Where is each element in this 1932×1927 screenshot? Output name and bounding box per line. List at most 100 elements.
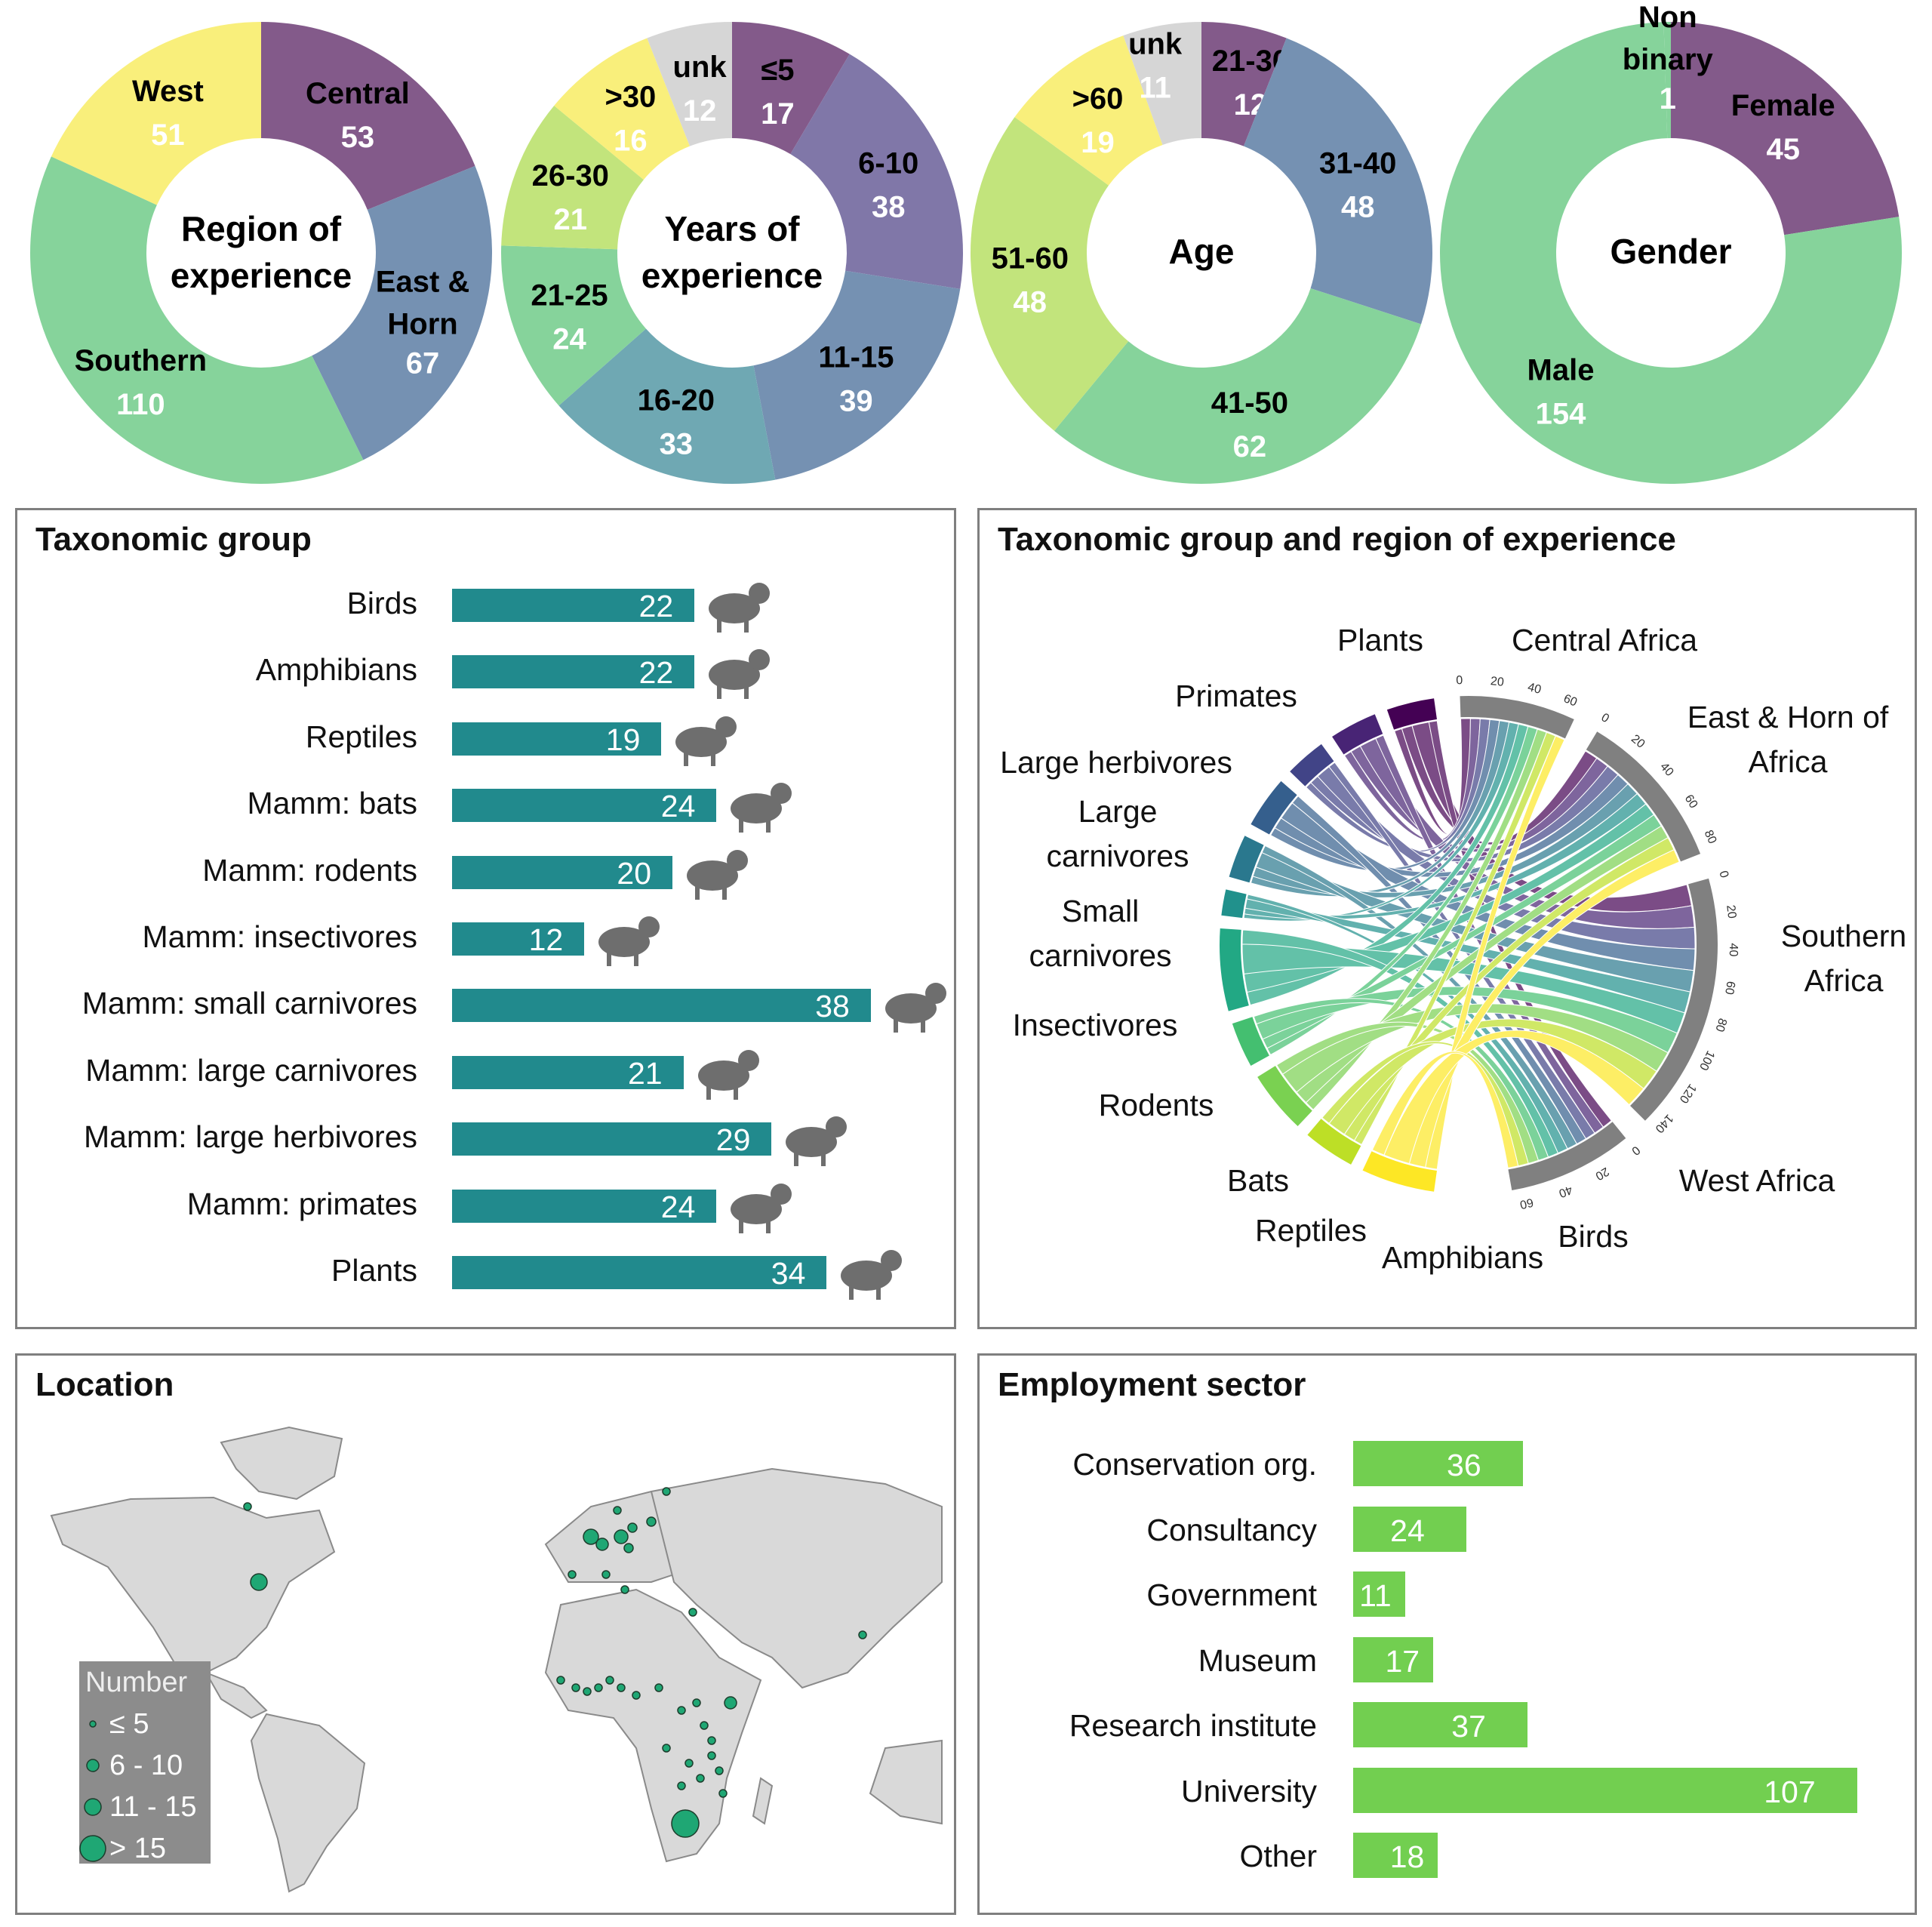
ribbon-plants (1383, 1030, 1644, 1165)
bar: 24 (1353, 1506, 1466, 1552)
plant-icon (841, 1250, 903, 1300)
ribbons (1241, 718, 1696, 1170)
region-arc-east-horn-of-africa (1586, 731, 1701, 862)
taxon-label: Insectivores (1013, 1008, 1178, 1042)
taxon-arc-plants (1362, 1151, 1437, 1192)
slice-central (261, 22, 475, 210)
location-dot (707, 1736, 716, 1745)
slice-value: 16 (614, 125, 648, 158)
bar-label: Government (1146, 1578, 1317, 1612)
location-dot (724, 1696, 737, 1710)
tick-label: 0 (1456, 674, 1463, 687)
frog-icon (709, 649, 771, 700)
tick-label: 20 (1593, 1165, 1611, 1183)
tick-label: 140 (1653, 1112, 1676, 1135)
taxon-arc-amphibians (1332, 714, 1383, 755)
taxon-arc-large-carnivores (1232, 1017, 1269, 1067)
location-dot (718, 1789, 728, 1798)
bar: 22 (452, 655, 695, 691)
tick-label: 40 (1657, 760, 1676, 779)
location-dot (595, 1538, 609, 1551)
south-america (250, 1713, 366, 1893)
bar-label: Museum (1198, 1642, 1317, 1678)
tick-label: 100 (1697, 1048, 1717, 1073)
ribbon-primates (1321, 1041, 1529, 1167)
bar: 22 (452, 589, 695, 623)
world-map: Number ≤ 5 6 - 10 11 - 15 > 15 (50, 1426, 943, 1893)
slice-label: 51-60 (992, 242, 1069, 276)
bar-label: Mamm: insectivores (142, 919, 417, 954)
bat-icon (731, 783, 792, 833)
slice-label: 31-40 (1319, 146, 1396, 180)
location-dot (583, 1528, 599, 1545)
location-dot (654, 1683, 663, 1692)
slice-value: 154 (1536, 397, 1586, 430)
chord-panel: Taxonomic group and region of experience… (977, 508, 1917, 1329)
location-dot (620, 1585, 629, 1594)
slice-value: 48 (1014, 286, 1048, 319)
location-dot (688, 1608, 697, 1617)
legend-item: > 15 (109, 1833, 166, 1864)
donut-title: Age (1169, 232, 1235, 271)
tick-label: 120 (1677, 1082, 1699, 1106)
slice-label: ≤5 (761, 54, 794, 87)
slice-41-50 (1054, 288, 1422, 485)
bar-value: 12 (528, 922, 564, 957)
legend-box (79, 1661, 211, 1864)
slice-value: 38 (872, 190, 906, 223)
bar-value: 22 (638, 655, 674, 691)
employment-panel: Employment sector Conservation org. 36 Co… (977, 1353, 1917, 1915)
rodent-icon (687, 849, 748, 900)
slice-value: 51 (151, 119, 185, 152)
slice-label: 11-15 (818, 340, 894, 374)
bar-label: Plants (331, 1253, 417, 1288)
donut-age: 21-301231-404841-506251-6048>6019unk11Ag… (971, 22, 1432, 485)
location-dot (614, 1529, 629, 1544)
location-dot (623, 1543, 634, 1553)
bar-value: 24 (1390, 1513, 1425, 1548)
slice-west (51, 22, 261, 205)
asia (650, 1467, 943, 1689)
location-dot (601, 1570, 611, 1579)
location-dot (617, 1683, 626, 1692)
slice-value: 45 (1766, 133, 1800, 166)
tick-label: 20 (1629, 732, 1647, 751)
taxon-label: Birds (1558, 1219, 1628, 1254)
ribbon-insectivores (1244, 898, 1691, 1014)
bar: 19 (452, 722, 662, 757)
bar: 29 (452, 1122, 772, 1157)
bar-label: Conservation org. (1072, 1447, 1317, 1482)
location-dots (243, 1487, 867, 1838)
slice-60 (1014, 35, 1163, 186)
slice-label: Central (306, 77, 410, 110)
donut-region-of-experience: Central 53 East & Horn 67 Southern 110 West 51 Re… (29, 22, 492, 485)
taxon-label: Amphibians (1382, 1240, 1543, 1275)
slice-label: unk (1128, 27, 1183, 60)
legend-item: ≤ 5 (109, 1708, 149, 1740)
bar: 12 (452, 922, 585, 957)
slice-east-horn (312, 165, 492, 460)
bar: 36 (1353, 1441, 1523, 1486)
region-arc-southern-africa (1630, 878, 1718, 1121)
donut-years-of-experience: ≤5 17 6-10 38 11-15 39 16-20 33 21-25 24 26-30 21 >3… (501, 22, 963, 484)
taxon-arc-insectivores (1221, 889, 1247, 919)
legend: ≤ 5 6 - 10 11 - 15 > 15 (79, 1708, 196, 1864)
slice-label: >60 (1072, 82, 1124, 115)
slice-label: Male (1527, 353, 1595, 386)
bar: 38 (452, 989, 871, 1024)
tick-label: 60 (1682, 793, 1700, 811)
region-label: Central Africa (1512, 623, 1697, 657)
location-dot (858, 1630, 867, 1639)
location-dot (627, 1522, 638, 1533)
slice-11-15 (753, 270, 961, 480)
slice-value: 62 (1233, 430, 1267, 463)
bar: 24 (452, 1189, 717, 1224)
legend-dot (89, 1720, 97, 1728)
taxon-label: Small carnivores (1029, 894, 1171, 973)
legend-item: 6 - 10 (109, 1750, 183, 1781)
slice-30 (554, 38, 691, 180)
shrew-icon (598, 916, 660, 966)
australia (869, 1739, 943, 1825)
taxon-arc-reptiles (1290, 743, 1334, 786)
